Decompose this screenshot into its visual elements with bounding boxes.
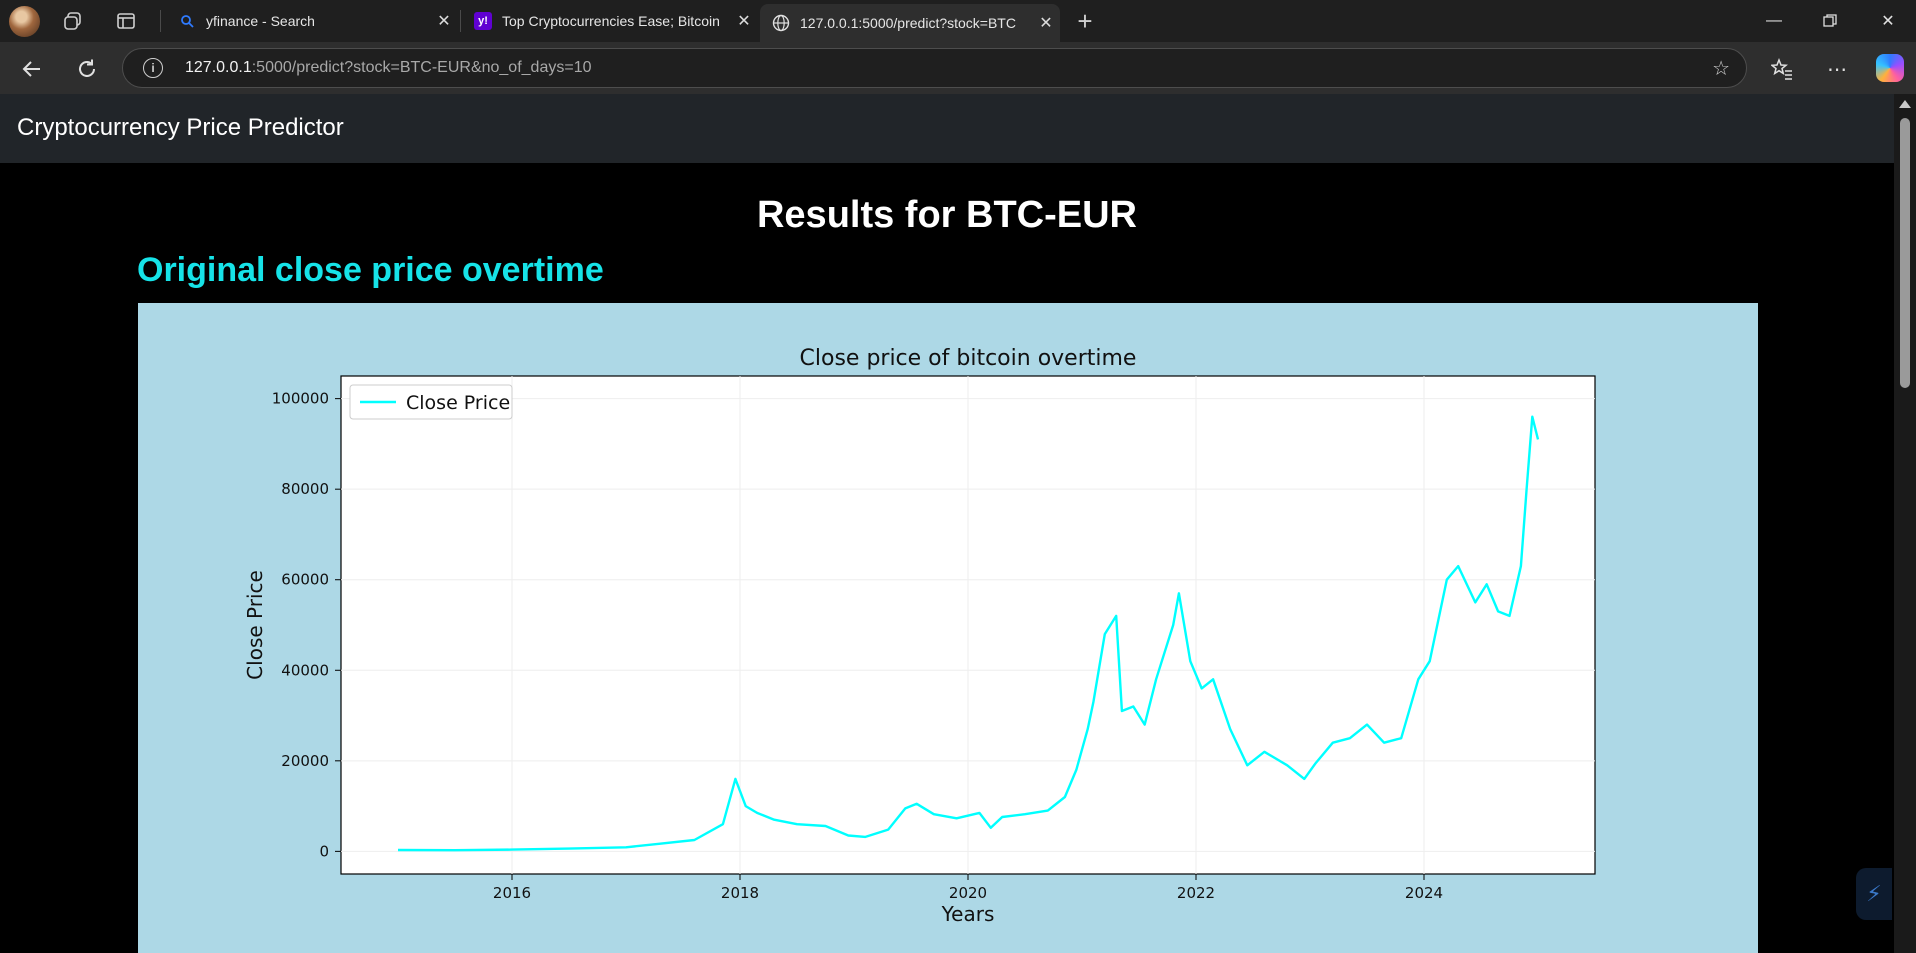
restore-button[interactable] [1802, 0, 1858, 42]
results-title: Results for BTC-EUR [756, 194, 1138, 236]
refresh-button[interactable] [70, 52, 104, 86]
tab-separator [160, 10, 161, 32]
chart-title: Close price of bitcoin overtime [800, 346, 1137, 371]
legend-box [349, 384, 513, 420]
y-tick-label: 100000 [272, 390, 329, 408]
globe-icon [772, 14, 790, 32]
close-window-button[interactable]: ✕ [1881, 13, 1895, 30]
y-tick-label: 40000 [281, 661, 329, 679]
url-text[interactable]: 127.0.0.1:5000/predict?stock=BTC-EUR&no_… [185, 59, 591, 77]
tab-yfinance-search[interactable]: yfinance - Search ✕ [166, 2, 458, 40]
new-tab-button[interactable]: + [1077, 5, 1093, 36]
close-tab-icon[interactable]: ✕ [737, 13, 751, 30]
back-button[interactable] [15, 52, 49, 86]
search-icon [178, 12, 196, 30]
page-viewport: Cryptocurrency Price Predictor Results f… [0, 94, 1916, 953]
y-tick-label: 60000 [281, 571, 329, 589]
tab-title: yfinance - Search [206, 13, 315, 29]
favorite-star-icon[interactable]: ☆ [1712, 58, 1730, 80]
app-navbar: Cryptocurrency Price Predictor [0, 94, 1894, 163]
x-tick-label: 2024 [1405, 884, 1443, 902]
more-options-icon[interactable]: ⋯ [1827, 58, 1847, 81]
y-axis-label: Close Price [243, 570, 267, 680]
legend-label: Close Price [406, 392, 510, 414]
scroll-up-arrow[interactable] [1899, 100, 1911, 108]
browser-toolbar: i 127.0.0.1:5000/predict?stock=BTC-EUR&n… [0, 42, 1916, 94]
site-info-icon[interactable]: i [143, 58, 163, 78]
profile-avatar[interactable] [9, 6, 40, 37]
vertical-tabs-icon[interactable] [111, 6, 141, 36]
page-scrollbar[interactable] [1894, 94, 1916, 953]
axis-ticks: 2016 2018 2020 2022 2024 0 20000 40000 60000 8000… [272, 390, 1443, 902]
address-bar[interactable]: i 127.0.0.1:5000/predict?stock=BTC-EUR&n… [122, 48, 1747, 88]
chart-legend: Close Price [349, 384, 513, 420]
x-tick-label: 2020 [949, 884, 987, 902]
navbar-brand[interactable]: Cryptocurrency Price Predictor [17, 114, 344, 141]
yahoo-icon: y! [474, 12, 492, 30]
copilot-icon[interactable] [1876, 54, 1904, 82]
favorites-icon[interactable] [1765, 52, 1799, 86]
minimize-button[interactable]: — [1766, 12, 1782, 29]
tab-title: 127.0.0.1:5000/predict?stock=BTC [800, 15, 1016, 31]
workspaces-icon[interactable] [58, 6, 88, 36]
tab-separator [460, 10, 461, 32]
x-tick-label: 2018 [721, 884, 759, 902]
x-tick-label: 2016 [493, 884, 531, 902]
y-tick-label: 0 [319, 842, 329, 860]
y-tick-label: 80000 [281, 480, 329, 498]
browser-tab-strip: yfinance - Search ✕ y! Top Cryptocurrenc… [0, 0, 1916, 42]
close-price-chart: Close price of bitcoin overtime 2016 2018… [138, 303, 1758, 953]
section-title: Original close price overtime [137, 251, 604, 289]
grid-lines [341, 376, 1595, 874]
tab-top-cryptocurrencies[interactable]: y! Top Cryptocurrencies Ease; Bitcoin ✕ [462, 2, 758, 40]
series-close-price-line [397, 415, 1540, 852]
chart-svg: Close price of bitcoin overtime 2016 2018… [243, 346, 1596, 926]
scroll-thumb[interactable] [1900, 118, 1910, 388]
y-tick-label: 20000 [281, 752, 329, 770]
floating-assistant-icon[interactable]: ⚡ [1856, 868, 1892, 920]
close-tab-icon[interactable]: ✕ [437, 13, 451, 30]
tab-title: Top Cryptocurrencies Ease; Bitcoin [502, 13, 720, 29]
url-path: :5000/predict?stock=BTC-EUR&no_of_days=1… [251, 59, 592, 76]
x-tick-label: 2022 [1177, 884, 1215, 902]
x-axis-label: Years [941, 902, 995, 926]
tab-predict-active[interactable]: 127.0.0.1:5000/predict?stock=BTC ✕ [760, 4, 1060, 42]
url-host: 127.0.0.1 [185, 59, 252, 76]
close-tab-icon[interactable]: ✕ [1039, 15, 1053, 32]
